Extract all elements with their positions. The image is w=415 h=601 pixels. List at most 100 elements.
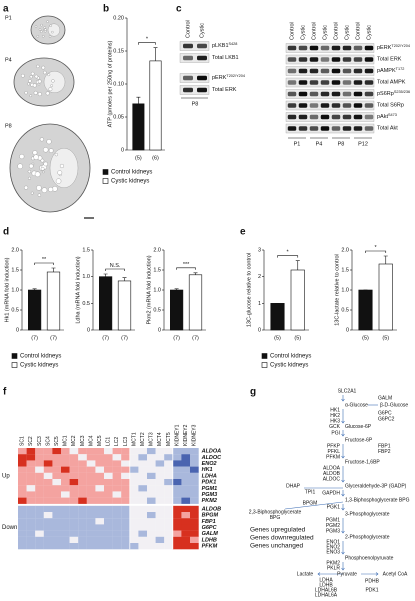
pathway-node: PKM2 <box>326 560 340 566</box>
pathway-node: PGK1 <box>327 504 341 510</box>
heatmap-cell <box>43 497 53 504</box>
heatmap-cell <box>35 536 44 544</box>
heatmap-cell <box>129 512 139 519</box>
heatmap-cell <box>86 454 96 461</box>
heatmap-cell <box>138 454 148 461</box>
row-label: Total LKB1 <box>212 55 239 61</box>
blot-band <box>183 43 193 49</box>
cyst <box>32 83 37 88</box>
blot-band <box>183 75 193 81</box>
blot-strip <box>285 100 375 111</box>
heatmap-cell <box>129 505 139 513</box>
blot-band <box>287 57 297 62</box>
blot-band <box>197 87 207 93</box>
heatmap-cell <box>155 479 165 486</box>
cyst <box>42 170 45 174</box>
pathway-node: Fructose-6P <box>345 437 373 443</box>
cyst <box>43 147 49 153</box>
pathway-arrow <box>341 466 345 483</box>
pathway-arrow <box>341 490 345 497</box>
heatmap-cell <box>181 479 191 486</box>
heatmap-cell <box>86 497 96 504</box>
pathway-node: PDK1 <box>365 587 378 593</box>
heatmap-cell <box>121 518 130 525</box>
heatmap-cell <box>190 472 199 480</box>
n-label: (7) <box>50 335 57 341</box>
heatmap-cell <box>155 497 165 504</box>
pathway-node: α-Glucose <box>345 402 368 408</box>
cyst <box>33 90 38 95</box>
heatmap-cell <box>129 536 139 544</box>
pathway-node: Pyruvate <box>337 571 357 577</box>
heatmap-cell <box>35 466 44 473</box>
heatmap-cell <box>35 518 44 525</box>
heatmap-cell <box>86 491 96 498</box>
heatmap-cell <box>18 518 27 525</box>
pathway-arrow <box>341 518 345 534</box>
heatmap-cell <box>164 536 173 544</box>
row-label: Total AMPK <box>377 80 406 86</box>
heatmap-cell <box>95 497 105 504</box>
heatmap-cell <box>155 491 165 498</box>
y-tick-label: 0.5 <box>153 307 161 313</box>
heatmap-cell <box>138 530 148 537</box>
heatmap-cell <box>61 466 70 473</box>
row-name: pAkt <box>377 114 388 120</box>
cyst <box>27 169 31 174</box>
bar <box>188 274 203 331</box>
y-tick-label: 1.0 <box>153 287 161 293</box>
cyst <box>21 73 25 78</box>
heatmap-cell <box>181 497 191 504</box>
y-axis-label: 13C-glucose relative to control <box>246 253 252 327</box>
y-axis-label: 13C-lactate relative to control <box>334 254 340 326</box>
heatmap-cell <box>104 460 113 467</box>
heatmap-cell <box>78 524 87 531</box>
pathway-arrow <box>341 444 345 459</box>
row-superscript: S428 <box>229 42 238 46</box>
pathway-node: Fructose-1,6BP <box>345 459 380 465</box>
blot-band <box>364 68 374 74</box>
heatmap-cell <box>35 491 44 498</box>
legend-swatch <box>261 362 268 368</box>
heatmap-cell <box>112 448 122 455</box>
pathway-node: Glucose-6P <box>345 424 372 430</box>
heatmap-cell <box>18 497 27 504</box>
blot-band <box>342 57 352 62</box>
blot-band <box>197 75 207 81</box>
pathway-node: ENO1 <box>326 539 340 545</box>
y-tick-label: 0.10 <box>113 81 124 87</box>
heatmap-cell <box>95 536 105 544</box>
pathway-node: GCK <box>329 424 341 430</box>
heatmap-cell <box>138 460 148 467</box>
heatmap-cell <box>43 512 53 519</box>
column-label: Control <box>333 22 339 40</box>
heatmap-cell <box>52 491 62 498</box>
heatmap-cell <box>190 530 199 537</box>
column-label: Control <box>311 22 317 40</box>
heatmap-cell <box>112 524 122 531</box>
gene-label: PFKM <box>202 544 218 550</box>
heatmap-cell <box>172 505 182 513</box>
cyst <box>40 158 45 163</box>
column-label: MCT4 <box>157 432 163 446</box>
blot-band <box>331 103 341 108</box>
row-name: Total AMPK <box>377 80 406 86</box>
column-label: MCT1 <box>131 432 137 446</box>
heatmap-cell <box>121 466 130 473</box>
heatmap-cell <box>78 505 87 513</box>
heatmap-cell <box>43 454 53 461</box>
heatmap-cell <box>43 530 53 537</box>
blot-band <box>183 87 193 93</box>
column-label: MC3 <box>80 435 86 446</box>
heatmap-cell <box>147 485 156 492</box>
heatmap-cell <box>43 466 53 473</box>
gene-label: FBP1 <box>202 519 216 525</box>
heatmap-cell <box>43 460 53 467</box>
y-tick-label: 1.0 <box>82 274 90 280</box>
stage-label: P8 <box>192 101 199 107</box>
heatmap-cell <box>43 479 53 486</box>
blot-strip <box>285 77 375 88</box>
y-tick-label: 0.15 <box>113 48 124 54</box>
heatmap-cell <box>26 536 36 544</box>
error-bar <box>383 255 388 264</box>
